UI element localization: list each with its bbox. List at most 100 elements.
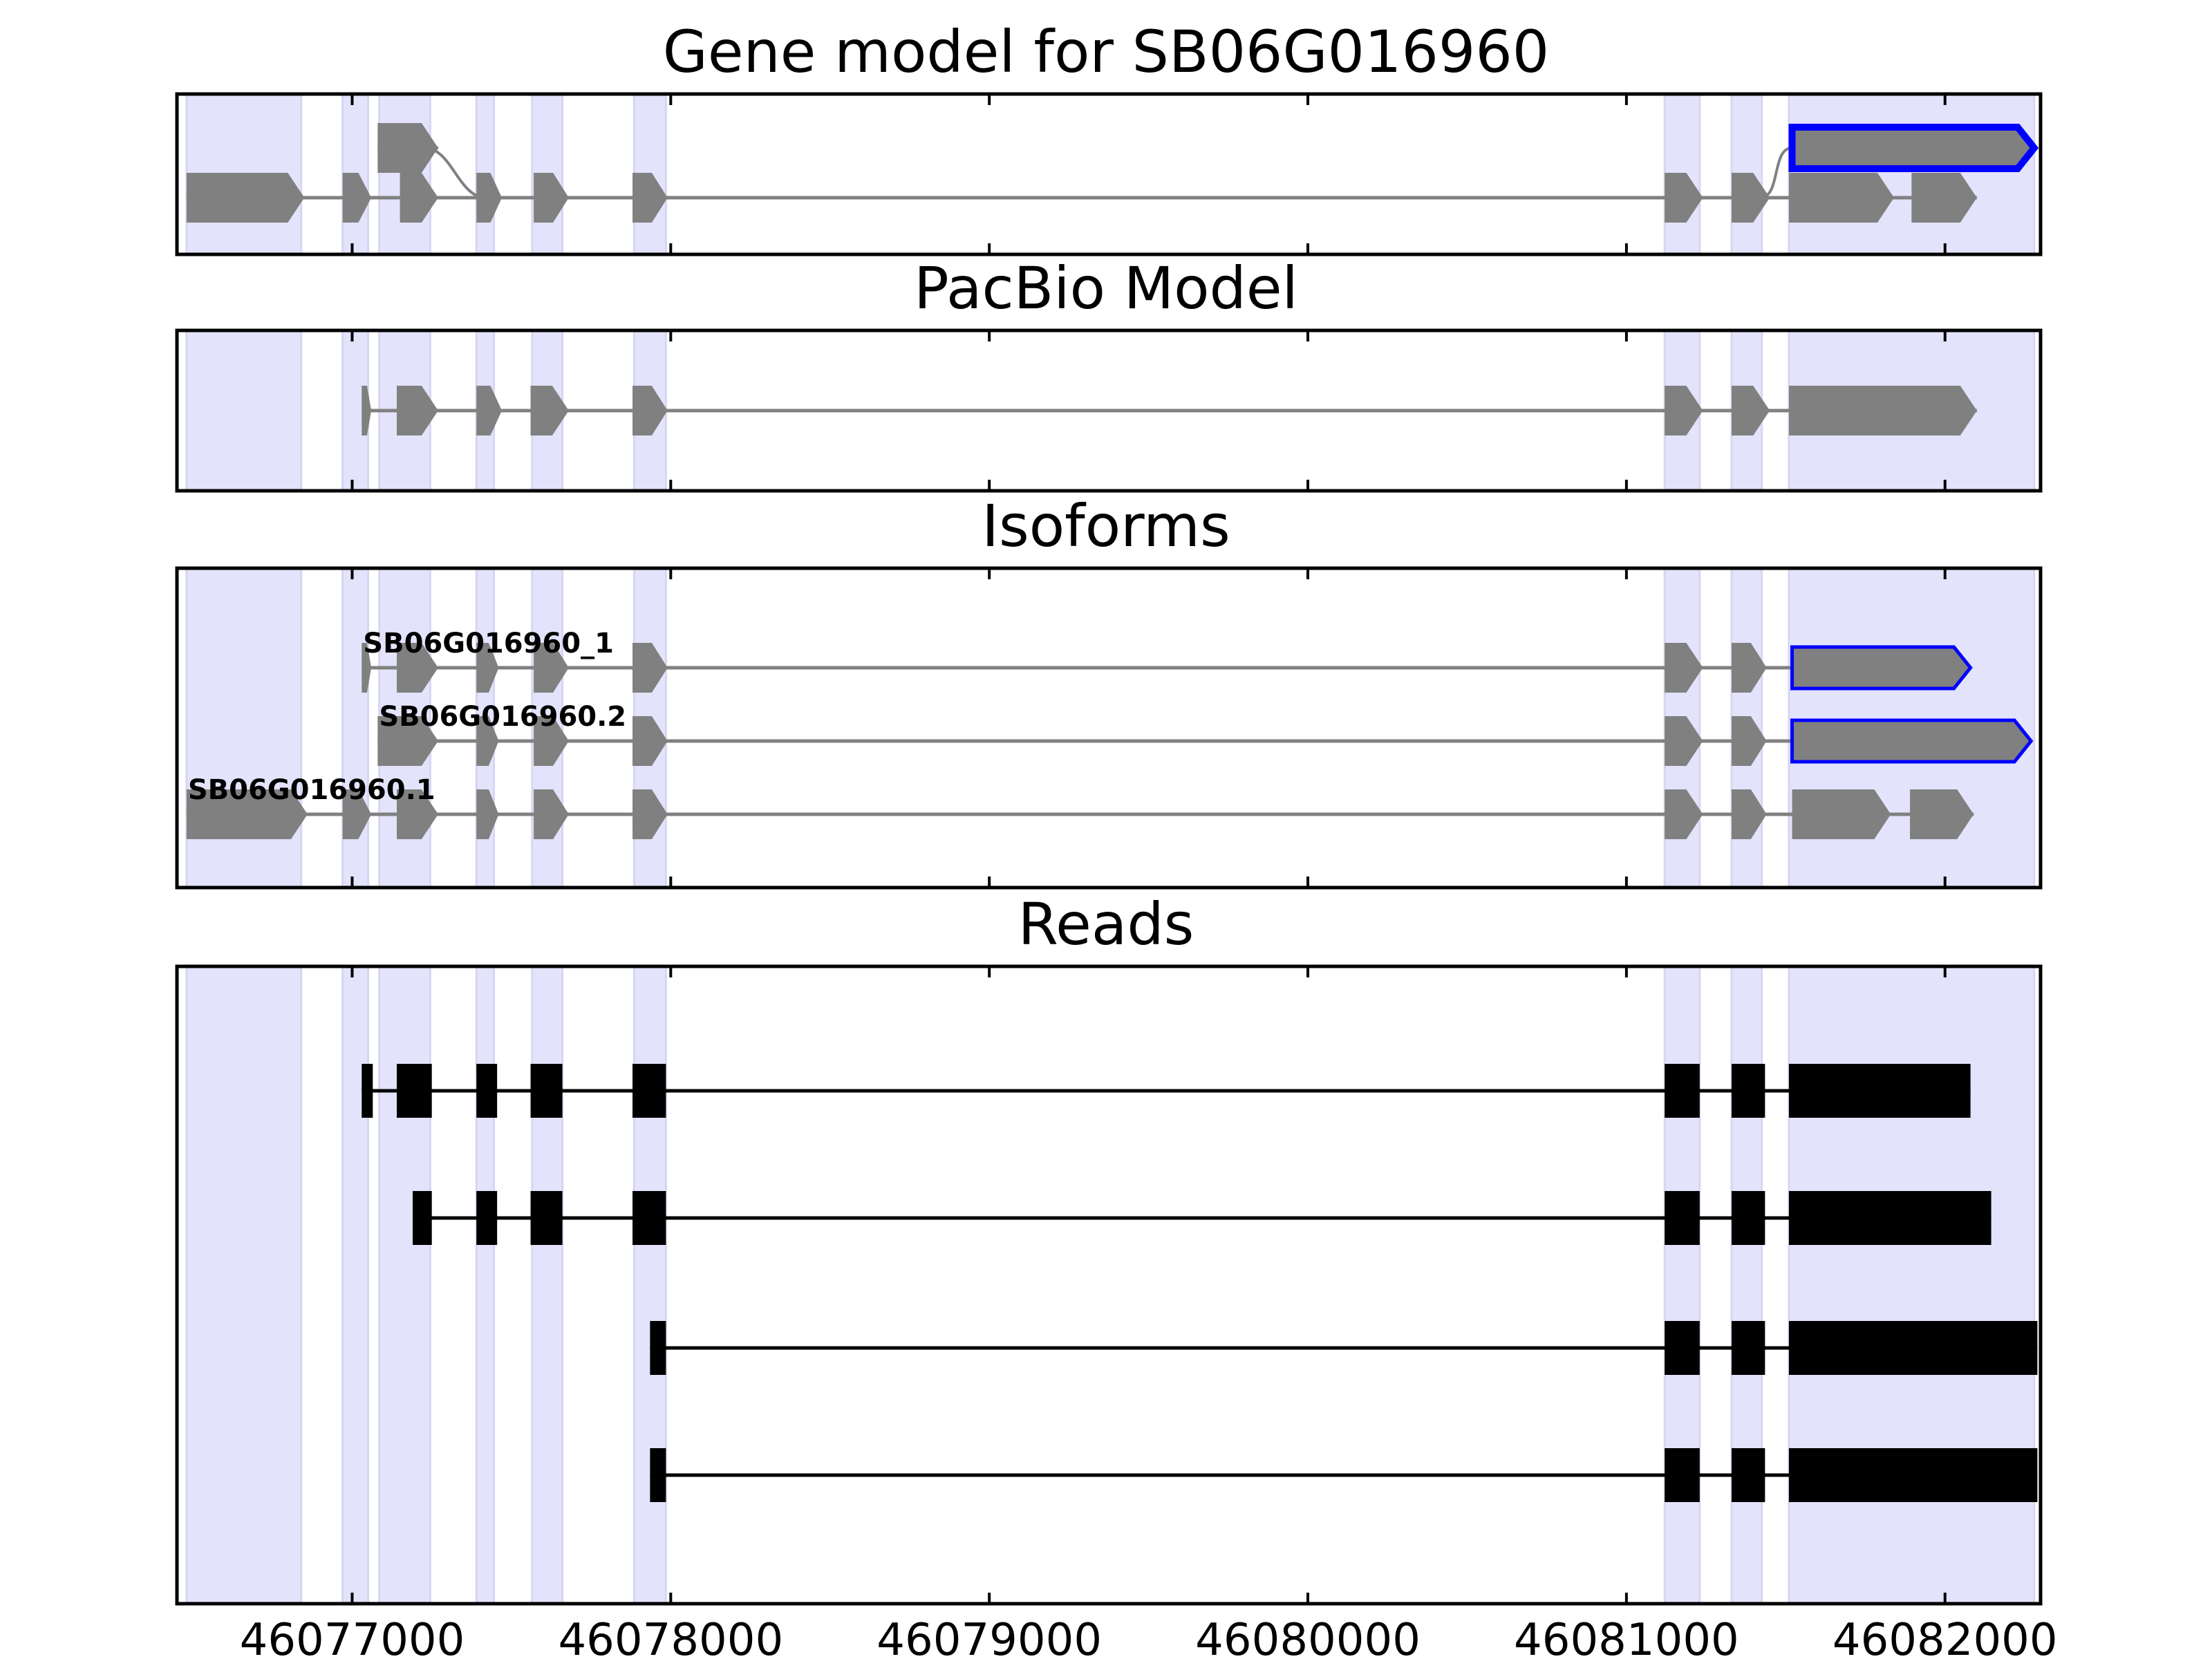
read-block: [1665, 1448, 1700, 1502]
exon: [1665, 173, 1703, 223]
splice-connector: [1760, 147, 1792, 199]
read-block: [1665, 1191, 1700, 1245]
read-block: [632, 1064, 666, 1118]
exon: [400, 173, 438, 223]
exon: [186, 173, 305, 223]
panel-gene-model: Gene model for SB06G016960: [175, 18, 2043, 256]
exon: [362, 386, 372, 435]
exon: [1731, 716, 1767, 766]
exon: [632, 789, 668, 839]
read-block: [1788, 1448, 2038, 1502]
shaded-region: [185, 965, 303, 1605]
shaded-region: [341, 329, 370, 492]
panel-title-gene-model: Gene model for SB06G016960: [663, 18, 1549, 86]
exon: [1731, 386, 1770, 435]
panel-pacbio-model: PacBio Model: [175, 254, 2043, 493]
exon: [1790, 645, 1973, 691]
exon: [186, 789, 308, 839]
exon: [396, 643, 438, 693]
read-block: [1788, 1191, 1991, 1245]
x-tick-label: 46079000: [877, 1615, 1102, 1659]
shaded-region: [378, 965, 431, 1605]
read-block: [632, 1191, 666, 1245]
exon: [534, 173, 569, 223]
exon: [342, 789, 372, 839]
x-tick-label: 46077000: [240, 1615, 465, 1659]
exon: [534, 716, 569, 766]
read-block: [650, 1448, 666, 1502]
shaded-region: [1730, 965, 1763, 1605]
panel-reads: Reads: [175, 890, 2043, 1606]
read-block: [530, 1064, 563, 1118]
shaded-region: [531, 965, 564, 1605]
exon: [632, 173, 668, 223]
read-block: [1788, 1321, 2038, 1375]
read-block: [1665, 1321, 1700, 1375]
exon: [1665, 716, 1703, 766]
axes-frame: [175, 566, 2043, 890]
exon: [1788, 124, 2039, 172]
read-block: [530, 1191, 563, 1245]
read-block: [1731, 1191, 1765, 1245]
panel-title-pacbio-model: PacBio Model: [914, 254, 1298, 322]
shaded-region: [1663, 965, 1701, 1605]
read-block: [1788, 1064, 1971, 1118]
exon: [1731, 173, 1770, 223]
exon: [476, 173, 503, 223]
isoform-label: SB06G016960_1: [363, 628, 614, 659]
exon: [396, 789, 438, 839]
exon: [1910, 789, 1974, 839]
axes-frame: [175, 328, 2043, 493]
exon: [476, 789, 499, 839]
panel-isoforms: Isoforms SB06G016960_1 SB06G016960.2 SB06G…: [175, 492, 2043, 890]
x-axis: 46077000 46078000 46079000 46080000 4608…: [240, 1615, 2058, 1659]
shaded-region: [1788, 965, 2036, 1605]
exon: [476, 716, 499, 766]
axes-frame: [175, 92, 2043, 256]
exon: [1788, 173, 1895, 223]
exon: [377, 716, 438, 766]
exon: [534, 643, 569, 693]
exon: [362, 643, 372, 693]
panel-title-isoforms: Isoforms: [982, 492, 1230, 560]
exon: [1788, 386, 1977, 435]
exon: [1792, 789, 1891, 839]
shaded-region: [341, 965, 370, 1605]
read-block: [650, 1321, 666, 1375]
exon: [1731, 643, 1767, 693]
exon: [1911, 173, 1977, 223]
read-block: [476, 1064, 498, 1118]
read-block: [396, 1064, 432, 1118]
exon: [1665, 386, 1703, 435]
read-block: [413, 1191, 432, 1245]
read-block: [362, 1064, 373, 1118]
isoform-label: SB06G016960.1: [188, 774, 435, 806]
exon: [1665, 643, 1703, 693]
exon: [396, 386, 438, 435]
exon: [534, 789, 569, 839]
exon: [530, 386, 569, 435]
x-tick-label: 46081000: [1514, 1615, 1739, 1659]
exon: [1790, 718, 2034, 764]
isoform-label: SB06G016960.2: [379, 701, 626, 733]
x-tick-label: 46078000: [558, 1615, 783, 1659]
shaded-region: [185, 329, 303, 492]
read-block: [476, 1191, 498, 1245]
exon: [1665, 789, 1703, 839]
x-tick-label: 46080000: [1195, 1615, 1421, 1659]
exon: [1731, 789, 1767, 839]
panel-title-reads: Reads: [1018, 890, 1194, 958]
shaded-region: [632, 965, 667, 1605]
read-block: [1731, 1321, 1765, 1375]
exon: [632, 643, 668, 693]
shaded-region: [341, 567, 370, 889]
shaded-region: [185, 567, 303, 889]
exon: [342, 173, 372, 223]
read-block: [1731, 1064, 1765, 1118]
axes-frame: [175, 964, 2043, 1606]
x-tick-label: 46082000: [1833, 1615, 2058, 1659]
exon: [476, 386, 503, 435]
exon: [377, 123, 438, 173]
shaded-region: [475, 965, 496, 1605]
